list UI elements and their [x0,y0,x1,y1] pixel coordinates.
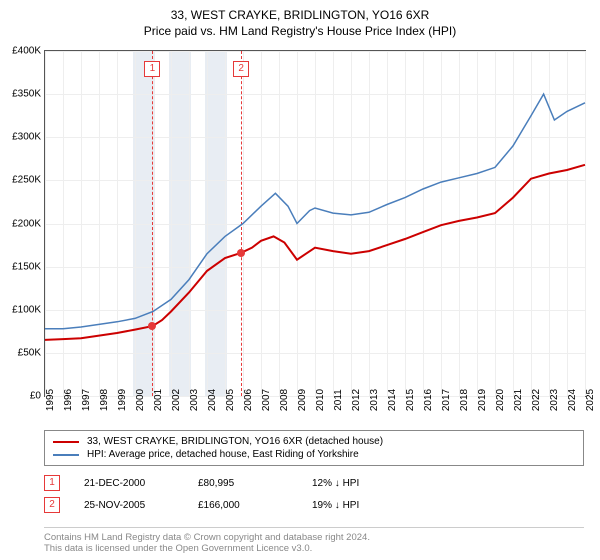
legend-sale-row: 1 21-DEC-2000 £80,995 12% ↓ HPI [44,472,584,494]
footer: Contains HM Land Registry data © Crown c… [44,527,584,554]
sale-dot [148,322,156,330]
chart-title: 33, WEST CRAYKE, BRIDLINGTON, YO16 6XR [0,0,600,22]
sale-price: £166,000 [198,500,288,511]
sale-delta: 19% ↓ HPI [312,500,402,511]
series-line [45,165,585,340]
sale-date: 21-DEC-2000 [84,478,174,489]
legend-label: HPI: Average price, detached house, East… [87,449,359,460]
legend-sale-row: 2 25-NOV-2005 £166,000 19% ↓ HPI [44,494,584,516]
legend-swatch [53,454,79,456]
y-axis-label: £0 [1,391,41,402]
legend-label: 33, WEST CRAYKE, BRIDLINGTON, YO16 6XR (… [87,436,383,447]
sale-index-box: 1 [44,475,60,491]
legend-series-row: 33, WEST CRAYKE, BRIDLINGTON, YO16 6XR (… [53,435,575,448]
y-axis-label: £300K [1,132,41,143]
y-axis-label: £400K [1,46,41,57]
y-axis-label: £100K [1,304,41,315]
y-axis-label: £350K [1,89,41,100]
chart-plot-area: £0£50K£100K£150K£200K£250K£300K£350K£400… [44,50,586,397]
footer-line1: Contains HM Land Registry data © Crown c… [44,532,584,543]
footer-line2: This data is licensed under the Open Gov… [44,543,584,554]
sale-delta: 12% ↓ HPI [312,478,402,489]
sale-dot [237,249,245,257]
sale-date: 25-NOV-2005 [84,500,174,511]
chart-subtitle: Price paid vs. HM Land Registry's House … [0,22,600,38]
legend-series-row: HPI: Average price, detached house, East… [53,448,575,461]
y-axis-label: £50K [1,347,41,358]
y-axis-label: £150K [1,261,41,272]
legend-sales: 1 21-DEC-2000 £80,995 12% ↓ HPI 2 25-NOV-2005… [44,472,584,516]
y-axis-label: £250K [1,175,41,186]
series-line [45,94,585,329]
legend: 33, WEST CRAYKE, BRIDLINGTON, YO16 6XR (… [44,430,584,516]
sale-index-box: 2 [44,497,60,513]
legend-swatch [53,441,79,443]
y-axis-label: £200K [1,218,41,229]
legend-series-box: 33, WEST CRAYKE, BRIDLINGTON, YO16 6XR (… [44,430,584,466]
x-axis-label: 2025 [585,389,600,411]
sale-price: £80,995 [198,478,288,489]
